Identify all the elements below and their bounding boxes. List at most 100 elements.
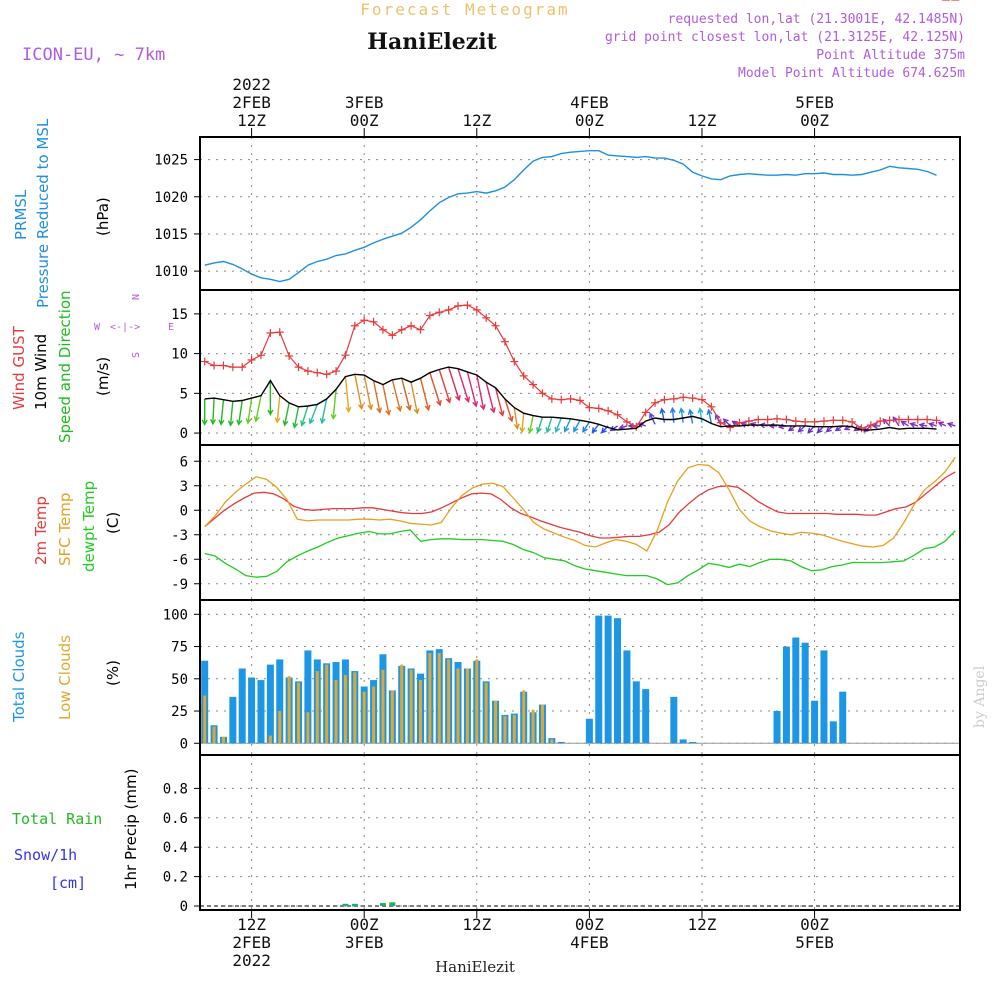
snow-bar <box>381 903 385 906</box>
wind-arrow-head <box>424 404 431 412</box>
wind-arrow-head <box>591 427 598 434</box>
wind-arrow-head <box>768 422 775 429</box>
y-tick-label: 25 <box>171 704 188 720</box>
total-cloud-bar <box>670 696 678 744</box>
wind-arrow-head <box>927 421 935 428</box>
precip-label: 1hr Precip (mm) <box>122 769 140 890</box>
gust-marker <box>932 416 941 425</box>
low-cloud-bar <box>203 695 207 744</box>
total-cloud-bar <box>839 691 847 744</box>
wind-arrow <box>267 380 274 416</box>
wind-arrow <box>372 380 383 414</box>
wind-arrow-head <box>308 418 315 425</box>
wind-arrow-head <box>659 407 666 414</box>
wind-arrow <box>504 398 514 423</box>
gust-marker <box>754 415 763 424</box>
gust-marker <box>463 301 472 310</box>
wind-arrow-shaft <box>582 421 590 432</box>
total-cloud-bar <box>782 646 790 744</box>
snow-unit-legend: [cm] <box>50 874 86 892</box>
top-time-label: 4FEB <box>570 93 609 112</box>
wind-arrow <box>768 422 778 429</box>
wind-arrow-head <box>236 419 243 426</box>
low-cloud-bar <box>297 682 301 744</box>
wind-arrow <box>210 398 217 426</box>
wind-arrow <box>344 376 352 414</box>
gust-marker <box>707 402 716 411</box>
wind-arrow <box>871 422 881 429</box>
gust-marker <box>594 404 603 413</box>
gust-label: Wind GUST <box>10 325 28 410</box>
gust-marker <box>482 313 491 322</box>
gust-marker <box>285 351 294 360</box>
total-cloud-bar <box>792 637 800 744</box>
wind-arrow <box>236 400 243 426</box>
gust-marker <box>313 368 322 377</box>
wind-arrow-head <box>436 399 442 407</box>
y-tick-label: 5 <box>180 386 188 402</box>
wind-arrow-head <box>563 426 570 433</box>
rain-legend: Total Rain <box>12 810 102 828</box>
wind-arrow <box>787 425 797 432</box>
wind-arrow-shaft <box>504 398 513 422</box>
wind-arrow <box>669 406 676 423</box>
y-tick-label: 6 <box>180 454 188 470</box>
wind-arrow-shaft <box>391 379 401 411</box>
snow-bar <box>343 904 347 906</box>
wind-arrow-head <box>678 407 685 414</box>
wind-arrow <box>527 415 534 434</box>
wind-arrow <box>513 407 520 430</box>
total-cloud-bar <box>585 718 593 744</box>
gust-marker <box>810 417 819 426</box>
wind-arrow <box>382 384 392 417</box>
low-cloud-bar <box>437 653 441 744</box>
bottom-time-label: 5FEB <box>795 933 834 952</box>
gust-marker <box>256 351 265 360</box>
low-cloud-bar <box>334 680 338 744</box>
wind-arrow-shaft <box>476 374 485 410</box>
wind-arrow-head <box>345 406 352 414</box>
wind-arrow <box>554 417 562 434</box>
wind-arrow-shaft <box>212 398 215 424</box>
sfc-label: SFC Temp <box>56 493 74 566</box>
gust-marker <box>547 394 556 403</box>
low-cloud-bar <box>315 671 319 744</box>
wind-arrow-shaft <box>457 368 470 402</box>
dewpt-label: dewpt Temp <box>80 481 98 572</box>
wind-arrow-shaft <box>485 382 495 413</box>
wind-arrow-head <box>253 416 260 423</box>
low-cloud-bar <box>484 682 488 744</box>
wind-arrow-shaft <box>699 408 703 423</box>
wind-arrow-head <box>731 420 738 427</box>
wind-arrow <box>591 423 600 434</box>
wind-arrow-head <box>787 425 795 432</box>
y-tick-label: 0.6 <box>163 811 188 827</box>
wind-arrow <box>731 420 740 427</box>
wind-arrow-head <box>498 410 505 417</box>
wind-arrow <box>447 366 461 402</box>
wind-arrow <box>909 421 918 428</box>
wind-arrow-head <box>909 421 916 428</box>
wind-arrow <box>927 421 937 428</box>
gust-marker <box>247 355 256 364</box>
wind-arrow-shaft <box>573 420 581 432</box>
wind-arrow <box>253 395 262 423</box>
low-cloud-bar <box>306 712 310 744</box>
gust-marker <box>228 363 237 372</box>
panel-clouds: 0 25 50 75 100 <box>163 599 961 756</box>
top-time-label: 5FEB <box>795 93 834 112</box>
gust-marker <box>200 357 209 366</box>
gust-marker <box>904 415 913 424</box>
low-cloud-bar <box>447 659 451 744</box>
temp2m-label: 2m Temp <box>32 496 50 565</box>
celsius-label: (C) <box>104 512 122 534</box>
wind-arrow-head <box>274 417 281 424</box>
temp2m-line <box>204 471 956 539</box>
top-time-label: 12Z <box>237 111 266 130</box>
gust-marker <box>688 394 697 403</box>
wind-arrow <box>485 382 496 414</box>
gust-marker <box>454 301 463 310</box>
gust-marker <box>923 415 932 424</box>
wind-arrow-head <box>687 408 694 416</box>
